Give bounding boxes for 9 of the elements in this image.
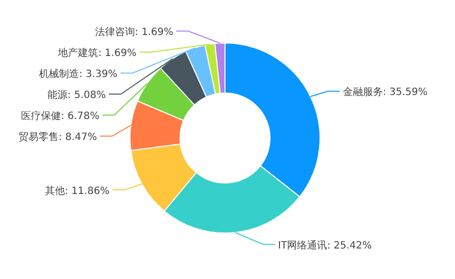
slice-label: 地产建筑: 1.69%	[57, 47, 137, 60]
slice-label: 机械制造: 3.39%	[39, 68, 118, 80]
slice-label: 贸易零售: 8.47%	[18, 131, 98, 144]
slice-label: 医疗保健: 6.78%	[21, 110, 100, 122]
slice-label: 金融服务: 35.59%	[342, 86, 428, 98]
slice-label: 法律咨询: 1.69%	[94, 26, 174, 38]
slice-label: 能源: 5.08%	[48, 89, 106, 102]
slice-label: IT网络通讯: 25.42%	[278, 239, 372, 252]
slice-label: 其他: 11.86%	[44, 184, 110, 197]
